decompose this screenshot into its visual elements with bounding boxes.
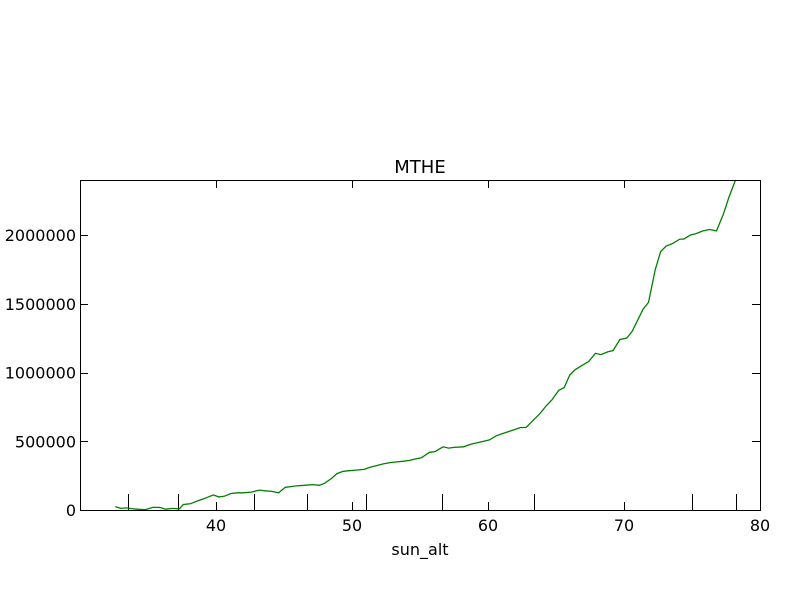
x-axis-label: sun_alt xyxy=(391,540,448,560)
axis-ticks xyxy=(80,180,761,511)
x-tick-label: 70 xyxy=(614,516,634,535)
plot-frame xyxy=(80,180,761,511)
minor-ticks xyxy=(128,494,737,510)
y-tick-label: 2000000 xyxy=(5,226,76,245)
x-tick-label: 50 xyxy=(342,516,362,535)
y-tick-label: 500000 xyxy=(15,432,76,451)
x-tick-label: 40 xyxy=(206,516,226,535)
plot-area xyxy=(115,180,737,510)
y-tick-label: 1000000 xyxy=(5,364,76,383)
series-line-1 xyxy=(115,180,737,510)
x-tick-labels: 40 50 60 70 80 xyxy=(206,516,770,535)
chart-title: MTHE xyxy=(394,157,445,178)
x-tick-label: 80 xyxy=(750,516,770,535)
y-tick-labels: 0 500000 1000000 1500000 2000000 xyxy=(5,226,76,520)
y-tick-label: 0 xyxy=(66,501,76,520)
x-tick-label: 60 xyxy=(478,516,498,535)
y-tick-label: 1500000 xyxy=(5,295,76,314)
